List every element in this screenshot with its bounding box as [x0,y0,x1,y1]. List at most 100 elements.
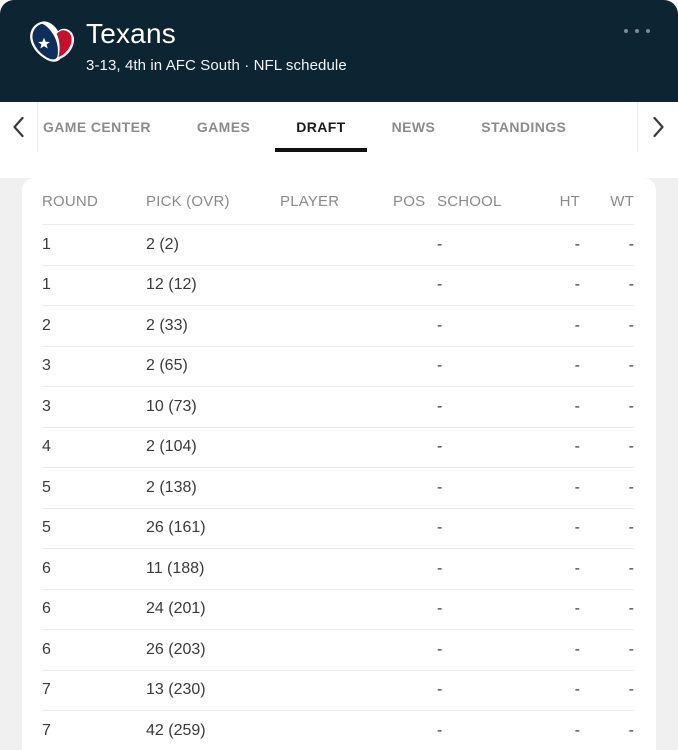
cell-wt: - [628,478,634,496]
cell-school: - [437,681,443,699]
column-header-school: SCHOOL [437,192,502,210]
cell-wt: - [628,721,634,739]
table-row: 6 26 (203) - - - [42,629,634,670]
texans-bull-logo [30,21,75,62]
column-header-ht: HT [559,192,580,210]
cell-ht: - [574,681,580,699]
cell-pick: 2 (2) [146,235,179,253]
cell-school: - [437,519,443,537]
cell-wt: - [628,397,634,415]
cell-wt: - [628,438,634,456]
scroll-right-button[interactable] [637,102,678,152]
table-row: 3 10 (73) - - - [42,386,634,427]
cell-ht: - [574,519,580,537]
cell-ht: - [574,640,580,658]
team-record-subtitle: 3-13, 4th in AFC South · NFL schedule [86,57,347,74]
team-header-text: Texans 3-13, 4th in AFC South · NFL sche… [86,17,347,74]
cell-ht: - [574,438,580,456]
cell-school: - [437,235,443,253]
cell-school: - [437,357,443,375]
cell-pick: 24 (201) [146,600,206,618]
cell-pick: 2 (138) [146,478,197,496]
cell-pick: 10 (73) [146,397,197,415]
cell-ht: - [574,316,580,334]
table-row: 6 24 (201) - - - [42,588,634,630]
cell-school: - [437,559,443,577]
dot [646,29,650,33]
cell-round: 6 [42,600,51,618]
column-header-wt: WT [610,192,634,210]
team-name: Texans [86,18,176,49]
cell-school: - [437,276,443,294]
scroll-left-button[interactable] [0,102,38,152]
dot [635,29,639,33]
cell-school: - [437,316,443,334]
table-row: 7 42 (259) - - - [42,710,634,750]
cell-pick: 26 (161) [146,519,206,537]
dot [624,29,628,33]
draft-card: ROUND PICK (OVR) PLAYER POS SCHOOL HT WT… [22,178,656,750]
cell-wt: - [628,600,634,618]
cell-wt: - [628,559,634,577]
cell-ht: - [574,235,580,253]
table-row: 5 2 (138) - - - [42,467,634,508]
column-header-pos: POS [393,192,426,210]
column-header-round: ROUND [42,192,98,210]
table-row: 4 2 (104) - - - [42,426,634,468]
table-row: 2 2 (33) - - - [42,305,634,346]
cell-pick: 12 (12) [146,276,197,294]
tab-list: GAME CENTER GAMES DRAFT NEWS STANDINGS [38,102,637,152]
column-header-pick: PICK (OVR) [146,192,230,210]
cell-wt: - [628,519,634,537]
cell-round: 1 [42,235,51,253]
cell-ht: - [574,357,580,375]
table-row: 3 2 (65) - - - [42,345,634,387]
chevron-left-icon [13,116,24,138]
cell-round: 5 [42,519,51,537]
tab-draft[interactable]: DRAFT [275,102,368,152]
cell-round: 7 [42,681,51,699]
cell-pick: 11 (188) [146,559,205,577]
cell-wt: - [628,357,634,375]
table-row: 1 12 (12) - - - [42,264,634,306]
table-row: 1 2 (2) - - - [42,224,634,265]
tab-news[interactable]: NEWS [391,119,436,135]
cell-round: 6 [42,640,51,658]
cell-ht: - [574,397,580,415]
cell-pick: 2 (65) [146,357,188,375]
cell-round: 6 [42,559,51,577]
cell-ht: - [574,559,580,577]
cell-wt: - [628,640,634,658]
cell-school: - [437,438,443,456]
table-row: 5 26 (161) - - - [42,507,634,549]
tab-standings[interactable]: STANDINGS [481,119,567,135]
cell-wt: - [628,681,634,699]
cell-school: - [437,640,443,658]
cell-round: 3 [42,397,51,415]
cell-round: 1 [42,276,51,294]
page-content: ROUND PICK (OVR) PLAYER POS SCHOOL HT WT… [0,178,678,750]
cell-wt: - [628,316,634,334]
cell-ht: - [574,276,580,294]
team-header: Texans 3-13, 4th in AFC South · NFL sche… [0,0,678,102]
more-options-icon[interactable] [620,25,654,37]
cell-school: - [437,397,443,415]
cell-school: - [437,600,443,618]
draft-table-header: ROUND PICK (OVR) PLAYER POS SCHOOL HT WT [42,178,634,224]
table-row: 6 11 (188) - - - [42,548,634,589]
cell-round: 4 [42,438,51,456]
draft-table-body: 1 2 (2) - - - 1 12 (12) - - - 2 2 (33) - - - 3 2 (65) - - -… [42,224,634,750]
cell-ht: - [574,721,580,739]
tab-bar: GAME CENTER GAMES DRAFT NEWS STANDINGS [0,102,678,152]
cell-school: - [437,478,443,496]
cell-round: 3 [42,357,51,375]
cell-round: 7 [42,721,51,739]
cell-wt: - [628,276,634,294]
cell-pick: 2 (104) [146,438,197,456]
cell-round: 2 [42,316,51,334]
cell-school: - [437,721,443,739]
cell-wt: - [628,235,634,253]
tab-game-center[interactable]: GAME CENTER [43,119,151,135]
tab-games[interactable]: GAMES [196,119,251,135]
